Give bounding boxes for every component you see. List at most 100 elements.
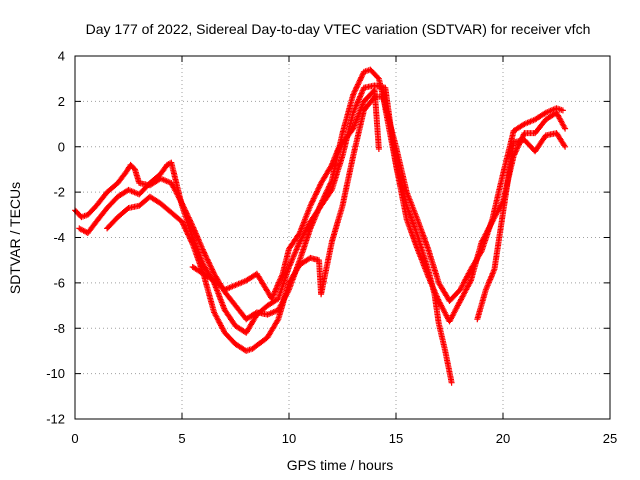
data-point: [380, 93, 399, 167]
data-point: [442, 347, 455, 385]
y-tick-label: 4: [58, 49, 65, 64]
data-point: [127, 161, 137, 172]
data-point: [189, 264, 206, 276]
y-tick-label: -6: [53, 275, 65, 290]
data-point: [84, 203, 99, 218]
data-point: [221, 307, 238, 328]
data-point: [328, 147, 341, 168]
data-point: [542, 105, 558, 116]
data-point: [221, 329, 238, 346]
data-point: [93, 190, 110, 209]
data-point: [179, 218, 195, 246]
data-point: [553, 109, 568, 131]
x-tick-label: 25: [603, 431, 617, 446]
data-point: [189, 241, 206, 276]
data-point: [268, 272, 285, 302]
x-tick-label: 5: [178, 431, 185, 446]
data-point: [136, 181, 152, 198]
data-point: [93, 206, 110, 225]
data-point: [232, 278, 248, 289]
data-point: [275, 281, 292, 323]
data-point: [114, 170, 129, 186]
y-tick-label: -12: [46, 412, 65, 427]
data-point: [104, 215, 120, 232]
data-point: [232, 302, 249, 321]
data-point: [296, 220, 313, 245]
data-point: [414, 216, 431, 251]
data-point: [211, 309, 227, 335]
data-point: [296, 204, 313, 236]
data-point: [164, 160, 173, 168]
data-point: [393, 143, 410, 194]
data-point: [318, 240, 335, 298]
data-points: [72, 66, 569, 386]
data-point: [328, 154, 345, 193]
data-point: [335, 126, 356, 152]
data-point: [286, 231, 302, 252]
data-point: [425, 273, 442, 303]
data-point: [350, 109, 367, 159]
data-point: [339, 93, 356, 137]
data-point: [264, 317, 281, 341]
data-point: [157, 163, 170, 177]
data-point: [221, 282, 237, 293]
x-tick-label: 15: [389, 431, 403, 446]
series-track-1: [72, 66, 566, 323]
data-point: [350, 86, 367, 116]
data-point: [275, 265, 292, 302]
data-point: [146, 172, 163, 186]
data-point: [403, 216, 420, 251]
data-point: [328, 204, 346, 245]
data-point: [446, 287, 463, 304]
axis-ticks: 0 5 10 15 20 25 -12 -10 -8 -6 -4 -2 0 2 4: [46, 49, 617, 447]
y-tick-label: -2: [53, 185, 65, 200]
data-point: [510, 121, 527, 134]
data-point: [307, 204, 324, 225]
data-point: [350, 99, 367, 132]
data-point: [375, 146, 382, 152]
x-tick-label: 10: [282, 431, 296, 446]
data-point: [435, 279, 452, 303]
data-point: [491, 140, 517, 273]
data-point: [467, 240, 485, 284]
data-point: [307, 181, 324, 209]
data-point: [474, 288, 489, 323]
data-point: [84, 219, 99, 236]
y-tick-label: 2: [58, 94, 65, 109]
y-tick-label: -8: [53, 321, 65, 336]
data-point: [367, 66, 381, 81]
data-point: [414, 232, 431, 271]
data-point: [532, 117, 548, 137]
data-point: [279, 247, 292, 277]
grid: [75, 56, 610, 419]
data-point: [553, 130, 568, 149]
data-point: [448, 379, 455, 386]
data-point: [200, 270, 216, 283]
data-point: [521, 117, 537, 128]
y-tick-label: -10: [46, 366, 65, 381]
data-point: [318, 188, 334, 209]
y-tick-label: 0: [58, 139, 65, 154]
data-point: [360, 88, 377, 105]
data-point: [425, 245, 442, 285]
data-point: [559, 107, 566, 114]
data-point: [414, 245, 431, 278]
data-point: [478, 220, 495, 245]
data-point: [104, 194, 120, 211]
data-point: [521, 136, 537, 154]
y-axis-label: SDTVAR / TECUs: [7, 182, 23, 294]
x-tick-label: 0: [71, 431, 78, 446]
data-point: [318, 163, 334, 186]
x-tick-label: 20: [496, 431, 510, 446]
series-track-3: [104, 93, 569, 354]
data-point: [157, 200, 174, 215]
data-point: [296, 226, 313, 264]
data-point: [104, 181, 120, 196]
data-point: [403, 189, 420, 221]
data-point: [562, 143, 569, 150]
x-axis-label: GPS time / hours: [287, 457, 394, 473]
data-point: [435, 320, 448, 353]
data-point: [286, 263, 302, 286]
data-point: [457, 279, 474, 304]
data-point: [371, 87, 382, 151]
